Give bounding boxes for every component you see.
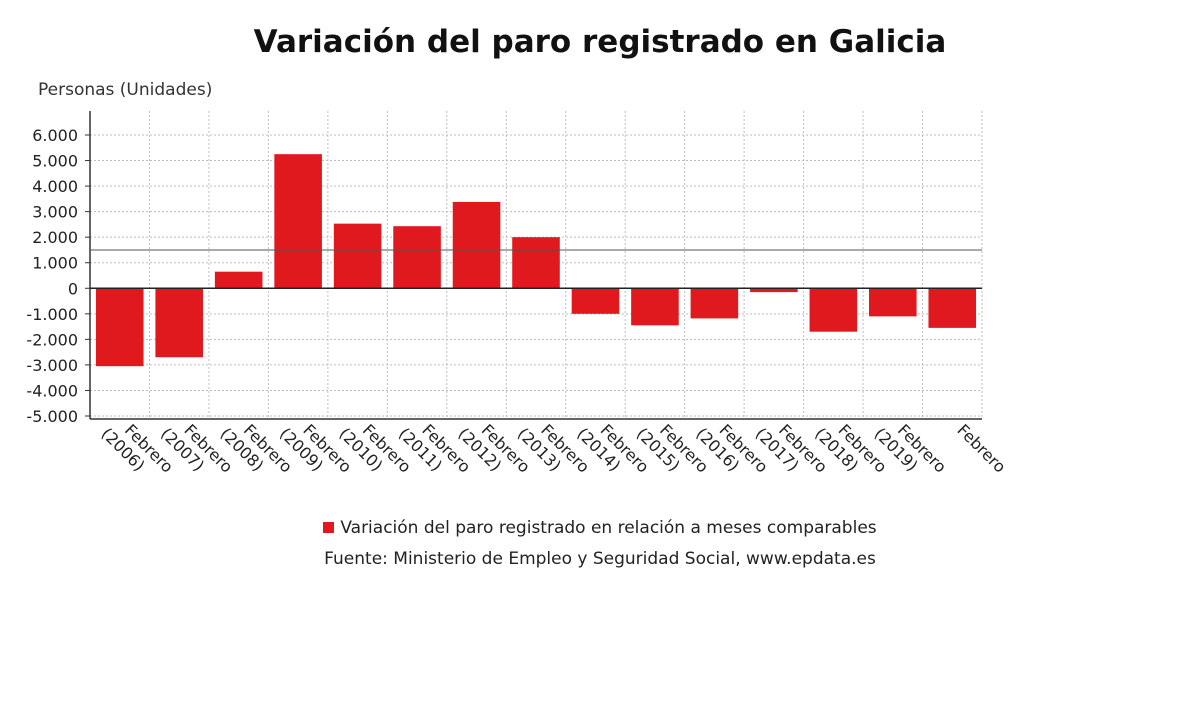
bar: [333, 223, 382, 289]
y-tick-label: 1.000: [32, 254, 78, 273]
x-tick-label: Febrero(2013): [514, 410, 593, 489]
y-tick-label: -5.000: [26, 407, 78, 426]
y-tick-label: 2.000: [32, 228, 78, 247]
legend-label: Variación del paro registrado en relació…: [340, 518, 877, 538]
y-tick-label: 5.000: [32, 152, 78, 171]
x-tick-label: Febrero(2007): [157, 410, 236, 489]
x-tick-label: Febrero(2016): [692, 410, 771, 489]
bar: [393, 226, 441, 289]
x-tick-label: Febrero(2012): [454, 410, 533, 489]
x-tick-label: Febrero(2018): [811, 410, 890, 489]
legend: Variación del paro registrado en relació…: [0, 518, 1200, 538]
bar: [512, 237, 560, 289]
bar: [928, 288, 977, 328]
x-tick-label: Febrero(2015): [633, 410, 712, 489]
x-tick-label: Febrero: [953, 420, 1009, 476]
x-tick-label: Febrero(2019): [871, 410, 950, 489]
bar: [809, 288, 858, 332]
bar: [571, 288, 620, 314]
x-tick-label: Febrero(2008): [217, 410, 296, 489]
y-tick-label: 0: [68, 279, 78, 298]
x-tick-label: Febrero(2011): [395, 410, 474, 489]
bar: [869, 288, 917, 317]
chart-title: Variación del paro registrado en Galicia: [253, 24, 947, 60]
bar: [690, 288, 739, 319]
bar: [155, 288, 203, 358]
bar: [274, 154, 322, 289]
y-axis-label: Personas (Unidades): [38, 80, 213, 100]
x-tick-label: Febrero(2017): [752, 410, 831, 489]
y-tick-label: -2.000: [26, 330, 78, 349]
legend-swatch: [323, 522, 335, 533]
y-tick-label: -1.000: [26, 305, 78, 324]
x-tick-label: Febrero(2006): [98, 410, 177, 489]
x-tick-label: Febrero(2010): [335, 410, 414, 489]
y-tick-label: -4.000: [26, 381, 78, 400]
bar: [452, 201, 501, 289]
x-tick-label: Febrero(2014): [573, 410, 652, 489]
bar: [95, 288, 144, 367]
bar: [750, 288, 798, 293]
y-tick-label: 4.000: [32, 177, 78, 196]
y-tick-label: 3.000: [32, 203, 78, 222]
x-tick-label: Febrero(2009): [276, 410, 355, 489]
y-tick-label: 6.000: [32, 126, 78, 145]
bar: [214, 271, 263, 289]
source-note: Fuente: Ministerio de Empleo y Seguridad…: [324, 549, 876, 569]
y-tick-label: -3.000: [26, 356, 78, 375]
bar: [631, 288, 679, 326]
